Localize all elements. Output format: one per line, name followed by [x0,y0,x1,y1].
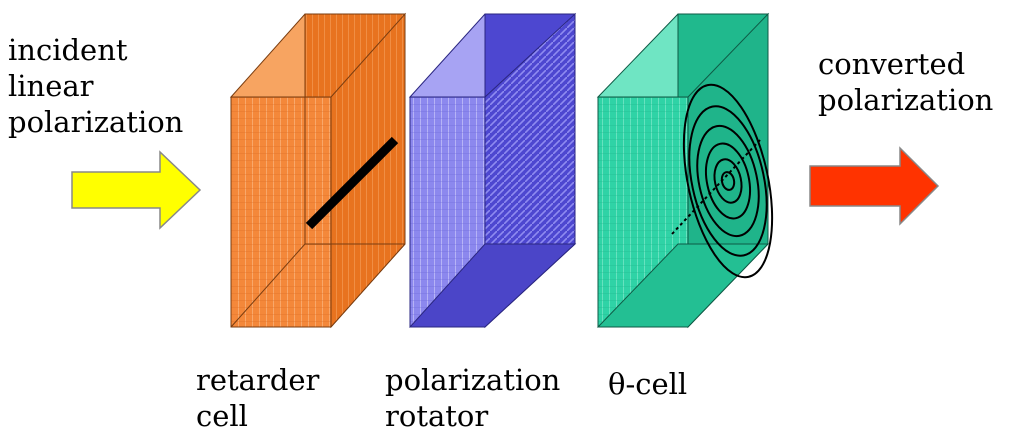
retarder-cell-block [229,12,407,329]
ring-2 [713,158,743,204]
theta-cell-label: θ-cell [608,367,688,401]
converted-label-line-2: polarization [818,83,994,117]
converted-label-line-1: converted [818,47,966,81]
rotator-bottom [408,243,577,328]
incident-label-line-3: polarization [8,105,184,139]
rotator-label-line-1: polarization [385,363,561,397]
theta-cell-block [596,12,774,329]
optic-axis-bar [305,136,399,230]
rotator-label-line-2: rotator [385,399,489,433]
retarder-label: retarder cell [196,362,319,434]
ring-1 [720,171,736,191]
incident-label: incident linear polarization [8,32,183,140]
converted-arrow [809,146,940,226]
retarder-hidden-edge-1 [230,243,306,328]
ring-6 [682,83,774,279]
incident-arrow [71,150,202,230]
concentric-rings [682,83,774,279]
retarder-label-line-2: cell [196,399,248,433]
ring-5 [688,105,768,257]
retarder-cell-front [230,96,332,328]
theta-cell-bottom [596,243,770,328]
rotator-label: polarization rotator [385,362,560,434]
ring-4 [696,124,760,238]
ring-3 [704,142,752,220]
incident-label-line-1: incident [8,33,128,67]
converted-label: converted polarization [818,46,993,118]
polarization-rotator-block [408,12,577,329]
incident-label-line-2: linear [8,69,94,103]
retarder-label-line-1: retarder [196,363,320,397]
